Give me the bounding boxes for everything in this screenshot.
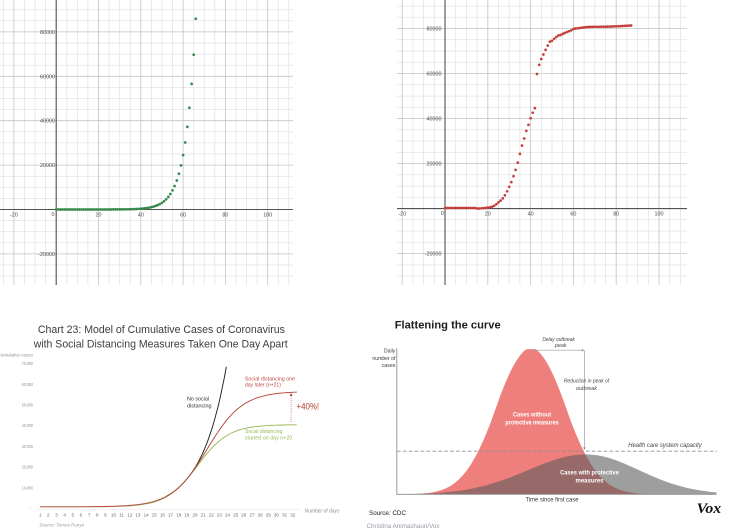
svg-text:12: 12 [127, 512, 133, 517]
svg-text:-20000: -20000 [425, 252, 442, 258]
svg-text:19: 19 [184, 512, 190, 517]
svg-text:2: 2 [47, 512, 50, 517]
svg-text:Reduction in peak of: Reduction in peak of [564, 379, 610, 385]
svg-text:40: 40 [528, 211, 534, 217]
svg-text:13: 13 [135, 512, 141, 517]
svg-text:Delay outbreak: Delay outbreak [542, 337, 575, 343]
svg-text:100: 100 [263, 212, 272, 218]
svg-text:28: 28 [258, 512, 264, 517]
svg-text:0: 0 [52, 212, 55, 218]
svg-text:4: 4 [63, 512, 66, 517]
svg-text:40000: 40000 [427, 117, 442, 123]
svg-text:measures: measures [576, 478, 605, 485]
svg-text:-20000: -20000 [38, 252, 55, 258]
svg-text:27: 27 [249, 512, 255, 517]
svg-text:Social distancing: Social distancing [245, 429, 283, 435]
svg-text:7: 7 [88, 512, 91, 517]
svg-text:started on day n+20: started on day n+20 [245, 435, 293, 441]
svg-text:with Social Distancing Measure: with Social Distancing Measures Taken On… [33, 338, 289, 350]
svg-text:Social distancing one: Social distancing one [245, 377, 295, 383]
svg-text:60000: 60000 [427, 72, 442, 78]
svg-text:Health care system capacity: Health care system capacity [628, 443, 702, 449]
svg-text:Chart 23: Model of Cumulative: Chart 23: Model of Cumulative Cases of C… [38, 324, 285, 336]
svg-text:20000: 20000 [427, 162, 442, 168]
svg-text:20: 20 [192, 512, 198, 517]
svg-text:40,000: 40,000 [22, 423, 34, 428]
svg-text:+40%!: +40%! [297, 401, 320, 411]
svg-text:20: 20 [485, 211, 491, 217]
svg-text:18: 18 [176, 512, 182, 517]
svg-text:5: 5 [72, 512, 75, 517]
svg-text:Cases without: Cases without [513, 411, 551, 418]
svg-text:15: 15 [152, 512, 158, 517]
svg-text:10,000: 10,000 [22, 485, 34, 490]
svg-text:9: 9 [104, 512, 107, 517]
svg-text:21: 21 [201, 512, 207, 517]
svg-text:11: 11 [119, 512, 124, 517]
svg-text:cases: cases [382, 363, 396, 369]
svg-text:80: 80 [613, 211, 619, 217]
svg-text:25: 25 [233, 512, 239, 517]
svg-text:peak: peak [554, 343, 567, 349]
svg-text:20000: 20000 [40, 163, 55, 169]
svg-text:100: 100 [655, 211, 664, 217]
svg-text:Vox: Vox [697, 501, 722, 517]
svg-text:No social: No social [187, 397, 209, 403]
svg-text:30: 30 [274, 512, 280, 517]
svg-text:-20: -20 [398, 211, 406, 217]
svg-text:14: 14 [144, 512, 150, 517]
svg-text:30,000: 30,000 [22, 444, 34, 449]
svg-text:3: 3 [55, 512, 58, 517]
svg-text:80000: 80000 [40, 30, 55, 36]
svg-text:23: 23 [217, 512, 223, 517]
svg-text:8: 8 [96, 512, 99, 517]
svg-text:day later (n+21): day later (n+21) [245, 382, 281, 388]
svg-text:22: 22 [209, 512, 215, 517]
svg-text:20: 20 [96, 212, 102, 218]
svg-text:Source: CDC: Source: CDC [369, 510, 407, 517]
svg-text:26: 26 [241, 512, 247, 517]
svg-text:Cases with protective: Cases with protective [560, 470, 619, 477]
svg-text:40000: 40000 [40, 119, 55, 125]
svg-text:31: 31 [282, 512, 288, 517]
svg-text:17: 17 [168, 512, 174, 517]
svg-text:80: 80 [222, 212, 228, 218]
svg-text:distancing: distancing [187, 403, 212, 409]
svg-text:Cumulative cases: Cumulative cases [0, 352, 34, 357]
svg-text:outbreak: outbreak [576, 386, 597, 392]
svg-text:Number of days: Number of days [305, 508, 340, 514]
svg-text:32: 32 [290, 512, 296, 517]
svg-text:Time since first case: Time since first case [526, 497, 579, 504]
svg-text:60: 60 [180, 212, 186, 218]
svg-text:60,000: 60,000 [22, 382, 34, 387]
svg-text:60: 60 [570, 211, 576, 217]
svg-text:Christina Animashaun/Vox: Christina Animashaun/Vox [367, 523, 441, 530]
svg-text:70,000: 70,000 [22, 361, 34, 366]
svg-text:1: 1 [39, 512, 42, 517]
svg-text:40: 40 [138, 212, 144, 218]
svg-text:80000: 80000 [427, 27, 442, 33]
svg-text:10: 10 [111, 512, 117, 517]
svg-text:50,000: 50,000 [22, 403, 34, 408]
svg-text:Source: Tomas Pueyo: Source: Tomas Pueyo [39, 522, 84, 527]
svg-text:Flattening the curve: Flattening the curve [395, 320, 501, 332]
svg-text:20,000: 20,000 [22, 465, 34, 470]
svg-text:24: 24 [225, 512, 231, 517]
svg-text:16: 16 [160, 512, 166, 517]
svg-text:Daily: Daily [384, 349, 396, 355]
svg-text:number of: number of [372, 356, 396, 362]
svg-text:6: 6 [80, 512, 83, 517]
svg-text:protective measures: protective measures [505, 420, 559, 427]
svg-text:-: - [30, 506, 32, 511]
svg-text:-20: -20 [10, 212, 18, 218]
svg-text:0: 0 [441, 211, 444, 217]
svg-text:60000: 60000 [40, 74, 55, 80]
svg-text:29: 29 [266, 512, 272, 517]
